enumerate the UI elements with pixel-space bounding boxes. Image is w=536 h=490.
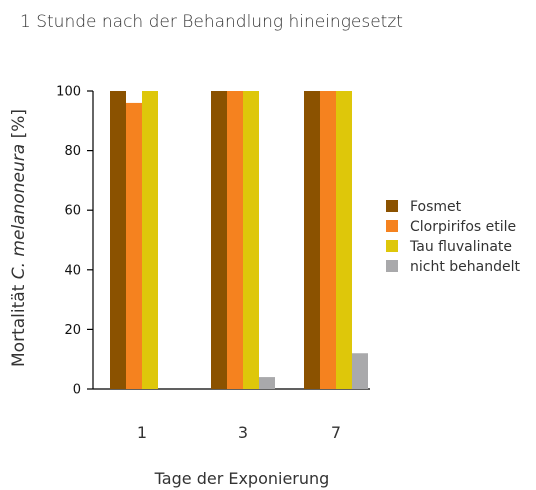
category-labels: 1 3 7 (137, 423, 341, 442)
y-tick-label: 40 (64, 263, 81, 278)
x-tick-label: 7 (331, 423, 341, 442)
bar (336, 91, 352, 389)
x-axis-label: Tage der Exponierung (154, 469, 330, 488)
y-tick-label: 0 (73, 383, 81, 398)
y-tick-label: 80 (64, 144, 81, 159)
bar (243, 91, 259, 389)
legend-swatch (386, 200, 398, 212)
legend-swatch (386, 220, 398, 232)
bar (126, 102, 142, 390)
bar (211, 91, 227, 389)
legend-swatch (386, 260, 398, 272)
bar (304, 91, 320, 389)
legend-label: nicht behandelt (410, 259, 520, 275)
bar (352, 353, 368, 389)
bar (110, 91, 126, 389)
legend: Fosmet Clorpirifos etile Tau fluvalinate ni… (386, 199, 520, 275)
bar (259, 377, 275, 389)
y-axis-label-unit: [%] (9, 109, 29, 144)
legend-swatch (386, 240, 398, 252)
bar (142, 91, 158, 389)
y-axis-label-group: Mortalität C. melanoneura [%] (9, 109, 29, 367)
y-tick-label: 60 (64, 204, 81, 219)
bar (227, 91, 243, 389)
y-tick-label: 100 (56, 85, 81, 100)
y-tick-label: 20 (64, 323, 81, 338)
x-tick-label: 3 (238, 423, 248, 442)
legend-label: Fosmet (410, 199, 462, 215)
legend-label: Clorpirifos etile (410, 219, 516, 235)
bar (320, 91, 336, 389)
y-axis-label-prefix: Mortalität (9, 279, 29, 367)
y-axis-label: Mortalität C. melanoneura [%] (9, 109, 29, 367)
y-axis-label-species: C. melanoneura (9, 144, 29, 279)
bars (110, 91, 368, 390)
x-tick-label: 1 (137, 423, 147, 442)
legend-label: Tau fluvalinate (409, 239, 512, 255)
chart-title: 1 Stunde nach der Behandlung hineingeset… (20, 12, 403, 32)
